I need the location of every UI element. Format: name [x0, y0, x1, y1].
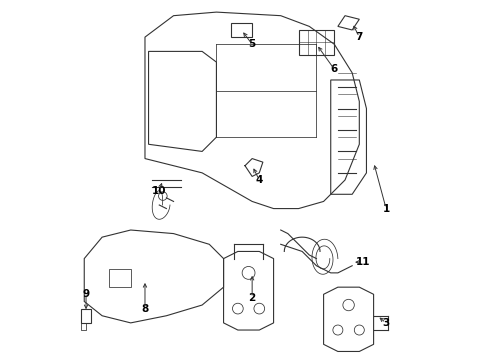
Text: 3: 3 — [383, 318, 390, 328]
Text: 11: 11 — [356, 257, 370, 267]
Text: 10: 10 — [152, 186, 167, 196]
Text: 8: 8 — [141, 303, 148, 314]
Text: 4: 4 — [256, 175, 263, 185]
Text: 5: 5 — [248, 39, 256, 49]
Text: 2: 2 — [248, 293, 256, 303]
Text: 1: 1 — [383, 203, 390, 213]
Text: 6: 6 — [331, 64, 338, 74]
Text: 9: 9 — [82, 289, 90, 299]
Text: 7: 7 — [356, 32, 363, 42]
